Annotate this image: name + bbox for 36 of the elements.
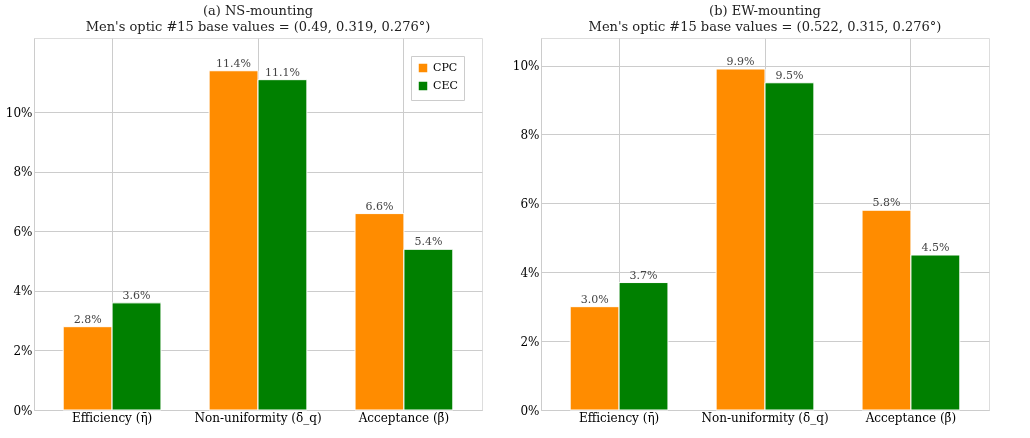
y-tick-label: 6% <box>520 196 540 211</box>
chart-subtitle: Men's optic #15 base values = (0.522, 0.315, 0.276°) <box>588 19 942 34</box>
y-tick-label: 0% <box>520 403 540 418</box>
y-tick-label: 8% <box>520 127 540 142</box>
chart-title: (a) NS-mounting <box>202 3 314 18</box>
data-label: 3.0% <box>580 292 609 306</box>
chart-title: (b) EW-mounting <box>709 3 821 18</box>
data-label: 5.4% <box>414 235 443 249</box>
data-label: 6.6% <box>365 199 394 213</box>
x-tick-label: Efficiency (η̄) <box>578 410 660 425</box>
legend-label: CPC <box>433 61 458 74</box>
data-label: 3.7% <box>629 268 658 282</box>
x-tick-label: Acceptance (β̄) <box>864 410 957 425</box>
chart-subtitle: Men's optic #15 base values = (0.49, 0.319, 0.276°) <box>85 19 431 34</box>
y-tick-label: 6% <box>13 224 33 239</box>
y-tick-label: 2% <box>13 343 33 358</box>
data-label: 9.5% <box>775 68 804 82</box>
y-tick-label: 10% <box>5 105 33 120</box>
data-label: 3.6% <box>122 288 151 302</box>
data-label: 5.8% <box>872 196 901 210</box>
x-tick-label: Non-uniformity (δ̄_q) <box>701 410 829 425</box>
x-tick-label: Efficiency (η̄) <box>71 410 153 425</box>
y-tick-label: 10% <box>512 59 540 74</box>
y-tick-label: 8% <box>13 165 33 180</box>
data-label: 4.5% <box>921 241 950 254</box>
x-tick-label: Non-uniformity (δ̄_q) <box>194 410 322 425</box>
y-tick-label: 4% <box>13 284 33 299</box>
x-tick-label: Acceptance (β̄) <box>357 410 450 425</box>
legend-label: CEC <box>433 79 458 92</box>
y-tick-label: 4% <box>520 265 540 280</box>
data-label: 2.8% <box>73 312 102 326</box>
y-tick-label: 0% <box>13 403 33 418</box>
data-label: 9.9% <box>726 55 755 68</box>
data-label: 11.4% <box>216 56 252 70</box>
y-tick-label: 2% <box>520 334 540 349</box>
data-label: 11.1% <box>264 65 300 79</box>
